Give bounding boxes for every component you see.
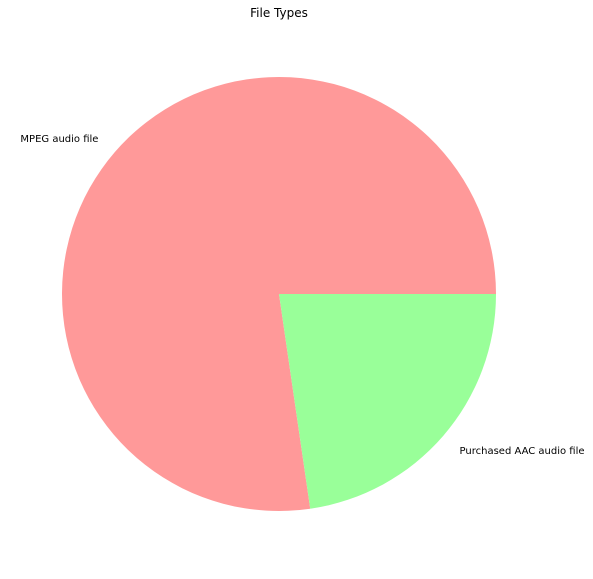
pie-label: Purchased AAC audio file <box>460 446 585 457</box>
pie-label: MPEG audio file <box>20 134 98 145</box>
chart-title: File Types <box>250 6 308 20</box>
pie-slices <box>62 76 497 512</box>
pie-slice-purchased-aac-audio-file <box>279 294 497 509</box>
pie-slice-mpeg-audio-file <box>62 76 496 512</box>
pie-labels: MPEG audio file Purchased AAC audio file <box>20 134 584 457</box>
